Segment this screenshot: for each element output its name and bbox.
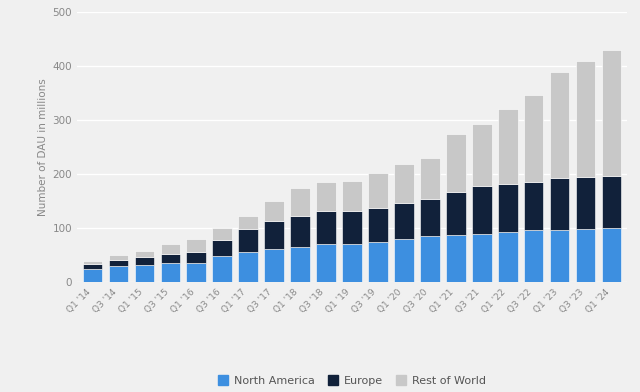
Bar [109, 266, 128, 282]
Bar [420, 236, 440, 282]
Bar [524, 95, 543, 181]
Bar [420, 200, 440, 236]
Bar [472, 124, 492, 187]
Bar [472, 234, 492, 282]
Bar [550, 230, 570, 282]
Bar [498, 184, 518, 232]
Bar [83, 264, 102, 269]
Bar [446, 235, 465, 282]
Bar [291, 216, 310, 247]
Bar [602, 228, 621, 282]
Bar [342, 244, 362, 282]
Bar [394, 164, 413, 203]
Bar [212, 256, 232, 282]
Bar [368, 208, 388, 242]
Bar [498, 109, 518, 184]
Bar [602, 50, 621, 176]
Legend: North America, Europe, Rest of World: North America, Europe, Rest of World [214, 371, 490, 390]
Bar [109, 260, 128, 266]
Bar [524, 181, 543, 230]
Bar [368, 242, 388, 282]
Bar [368, 173, 388, 208]
Y-axis label: Number of DAU in millions: Number of DAU in millions [38, 78, 48, 216]
Bar [394, 203, 413, 239]
Bar [420, 158, 440, 200]
Bar [239, 252, 258, 282]
Bar [602, 176, 621, 228]
Bar [83, 269, 102, 282]
Bar [134, 265, 154, 282]
Bar [342, 211, 362, 244]
Bar [576, 61, 595, 177]
Bar [186, 263, 206, 282]
Bar [264, 221, 284, 249]
Bar [134, 258, 154, 265]
Bar [212, 240, 232, 256]
Bar [186, 239, 206, 252]
Bar [83, 261, 102, 264]
Bar [498, 232, 518, 282]
Bar [264, 201, 284, 221]
Bar [472, 187, 492, 234]
Bar [576, 229, 595, 282]
Bar [161, 244, 180, 254]
Bar [239, 229, 258, 252]
Bar [264, 249, 284, 282]
Bar [186, 252, 206, 263]
Bar [109, 255, 128, 260]
Bar [576, 177, 595, 229]
Bar [446, 192, 465, 235]
Bar [524, 230, 543, 282]
Bar [316, 181, 336, 211]
Bar [291, 188, 310, 216]
Bar [316, 244, 336, 282]
Bar [446, 134, 465, 192]
Bar [212, 228, 232, 240]
Bar [239, 216, 258, 229]
Bar [550, 178, 570, 230]
Bar [291, 247, 310, 282]
Bar [134, 251, 154, 258]
Bar [161, 254, 180, 263]
Bar [550, 72, 570, 178]
Bar [394, 239, 413, 282]
Bar [342, 181, 362, 211]
Bar [316, 211, 336, 244]
Bar [161, 263, 180, 282]
